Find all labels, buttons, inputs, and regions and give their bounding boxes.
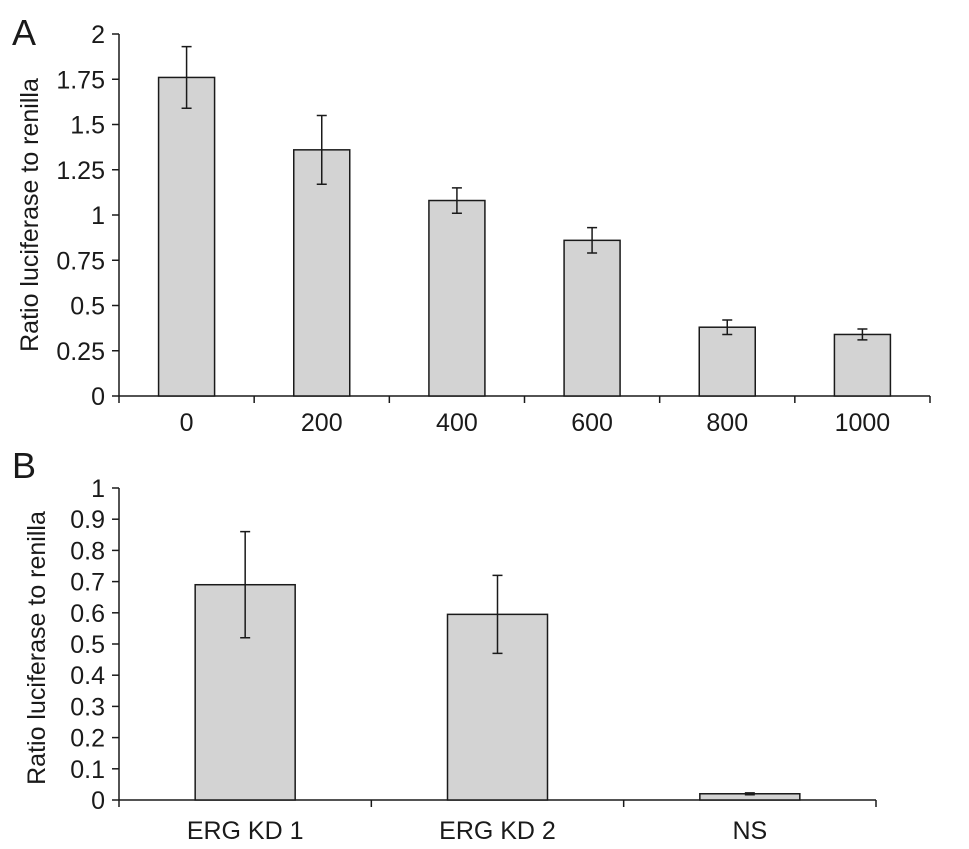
chart-b-y-tick-label: 0.9 [70, 506, 105, 534]
chart-a-bar [293, 149, 351, 397]
chart-a-bar [698, 326, 756, 397]
chart-a-y-tick-label: 1.75 [56, 66, 105, 94]
chart-a-error-bar [181, 45, 192, 109]
chart-b-x-tick-label: NS [732, 817, 767, 845]
chart-a-x-tick-label: 200 [301, 409, 343, 437]
chart-b-error-bar [492, 574, 503, 655]
chart-a-y-tick-label: 1.5 [70, 112, 105, 140]
chart-b-error-bar [240, 530, 251, 639]
chart-a-error-bar [587, 226, 598, 254]
chart-a-bar [157, 76, 216, 397]
chart-a-error-bar [722, 319, 733, 336]
chart-a-y-axis-title: Ratio luciferase to renilla [16, 78, 44, 352]
chart-b-y-tick-label: 0.7 [70, 569, 105, 597]
chart-b: Ratio luciferase to renilla 0 0.1 0.2 0.3 0.… [23, 475, 877, 845]
chart-b-y-tick-label: 0.4 [70, 662, 105, 690]
chart-a-y-tick-label: 0 [91, 383, 105, 411]
chart-a-x-tick-label: 1000 [835, 409, 891, 437]
panel-a-letter: A [12, 12, 36, 53]
chart-b-y-tick-label: 1 [91, 475, 105, 503]
chart-a-error-bar [316, 114, 327, 185]
chart-a-y-tick-label: 0.5 [70, 293, 105, 321]
chart-b-y-tick-label: 0.1 [70, 756, 105, 784]
chart-b-y-tick-label: 0.8 [70, 537, 105, 565]
chart-a-error-bar [857, 328, 868, 341]
chart-a: Ratio luciferase to renilla 0 0.25 0.5 0.75… [16, 21, 931, 437]
panel-b-letter: B [12, 445, 36, 486]
chart-a-bar [833, 333, 892, 397]
chart-b-y-tick-label: 0.6 [70, 600, 105, 628]
chart-b-y-axis-title: Ratio luciferase to renilla [23, 511, 51, 785]
chart-b-x-tick-label: ERG KD 1 [187, 817, 304, 845]
chart-b-x-tick-label: ERG KD 2 [439, 817, 556, 845]
chart-a-y-tick-label: 1.25 [56, 157, 105, 185]
chart-a-bar [563, 239, 621, 397]
chart-a-y-tick-label: 0.25 [56, 338, 105, 366]
chart-a-y-tick-label: 1 [91, 202, 105, 230]
chart-a-y-tick-label: 2 [91, 21, 105, 49]
chart-b-y-tick-label: 0.5 [70, 631, 105, 659]
chart-a-x-tick-label: 800 [706, 409, 748, 437]
chart-a-x-tick-label: 0 [180, 409, 194, 437]
chart-b-y-tick-label: 0.2 [70, 725, 105, 753]
chart-a-error-bar [451, 187, 462, 214]
chart-a-x-tick-label: 400 [436, 409, 478, 437]
chart-a-x-tick-label: 600 [571, 409, 613, 437]
chart-a-y-tick-label: 0.75 [56, 247, 105, 275]
chart-b-y-tick-label: 0.3 [70, 693, 105, 721]
chart-b-error-bar [744, 792, 755, 796]
chart-b-y-tick-label: 0 [91, 787, 105, 815]
chart-a-bar [428, 199, 486, 397]
